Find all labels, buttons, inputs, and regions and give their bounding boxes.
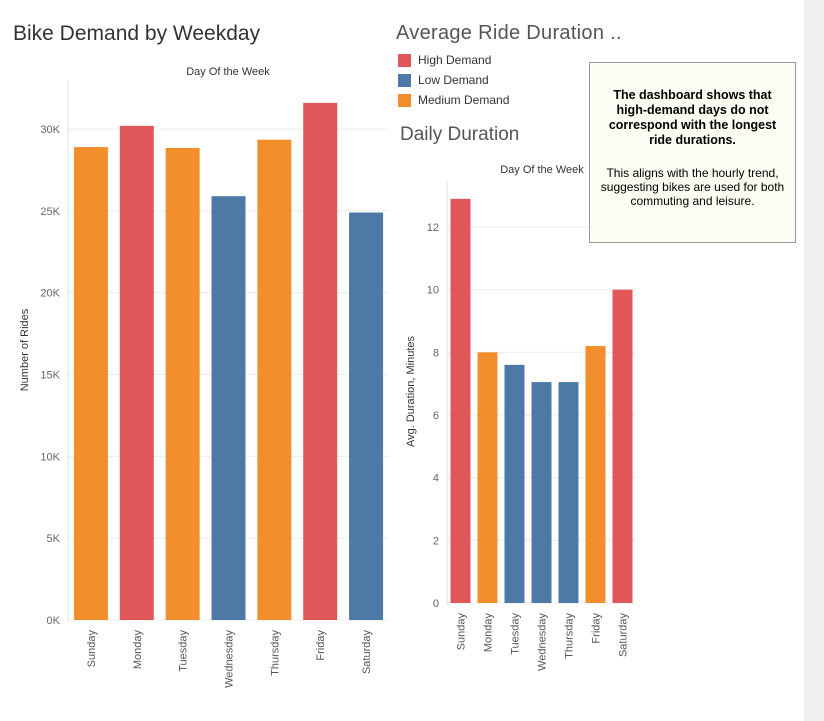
- duration-y-tick-label: 2: [433, 535, 439, 547]
- duration-bar-monday: [477, 352, 498, 603]
- right-gutter: [804, 0, 824, 721]
- duration-bar-sunday: [450, 198, 471, 604]
- duration-bar-friday: [585, 346, 606, 603]
- duration-y-tick-label: 8: [433, 347, 439, 359]
- duration-section-title: Average Ride Duration ..: [396, 22, 622, 44]
- duration-x-tick-label: Friday: [591, 613, 603, 644]
- demand-y-tick-label: 10K: [40, 451, 60, 463]
- legend-item-low[interactable]: Low Demand: [398, 70, 509, 90]
- duration-column-header: Day Of the Week: [500, 164, 584, 176]
- demand-chart-title: Bike Demand by Weekday: [13, 22, 261, 45]
- demand-y-tick-label: 5K: [47, 533, 61, 545]
- duration-y-tick-label: 10: [427, 285, 439, 297]
- demand-y-tick-label: 0K: [47, 615, 61, 627]
- demand-bar-tuesday: [165, 147, 200, 620]
- demand-x-tick-label: Sunday: [86, 630, 98, 668]
- demand-bar-wednesday: [211, 196, 246, 620]
- duration-bar-tuesday: [504, 364, 525, 603]
- duration-bar-saturday: [612, 289, 633, 603]
- insight-note-body: This aligns with the hourly trend, sugge…: [600, 166, 785, 208]
- demand-y-tick-label: 25K: [40, 206, 60, 218]
- duration-x-tick-label: Monday: [483, 613, 495, 653]
- duration-y-tick-label: 6: [433, 410, 439, 422]
- duration-y-tick-label: 4: [433, 473, 439, 485]
- duration-chart-title: Daily Duration: [400, 124, 520, 145]
- demand-bar-thursday: [257, 139, 292, 620]
- insight-note: The dashboard shows that high-demand day…: [589, 62, 796, 243]
- insight-note-headline: The dashboard shows that high-demand day…: [608, 88, 777, 147]
- demand-legend: High Demand Low Demand Medium Demand: [398, 50, 509, 110]
- demand-x-tick-label: Tuesday: [178, 630, 190, 672]
- demand-y-tick-label: 20K: [40, 288, 60, 300]
- duration-y-axis-label: Avg. Duration, Minutes: [405, 335, 417, 447]
- demand-y-axis-label: Number of Rides: [19, 308, 31, 391]
- demand-bar-monday: [119, 125, 154, 621]
- legend-item-medium[interactable]: Medium Demand: [398, 90, 509, 110]
- demand-x-tick-label: Friday: [315, 630, 327, 661]
- duration-bar-chart: 0 2 4 6 8 10 12 Avg. Duration, Minutes Day Of th…: [405, 164, 636, 671]
- legend-label: Low Demand: [418, 73, 489, 87]
- duration-x-tick-label: Thursday: [564, 613, 576, 659]
- duration-y-tick-label: 12: [427, 222, 439, 234]
- demand-x-tick-label: Thursday: [269, 630, 281, 676]
- demand-x-tick-label: Wednesday: [224, 630, 236, 688]
- legend-swatch-medium: [398, 93, 411, 107]
- demand-column-header: Day Of the Week: [186, 66, 270, 78]
- demand-x-tick-label: Monday: [132, 630, 144, 670]
- demand-y-tick-label: 30K: [40, 124, 60, 136]
- duration-x-tick-label: Tuesday: [510, 613, 522, 655]
- duration-bar-wednesday: [531, 382, 552, 603]
- legend-label: High Demand: [418, 53, 492, 67]
- duration-y-tick-label: 0: [433, 598, 439, 610]
- duration-x-tick-label: Saturday: [618, 613, 630, 658]
- demand-bar-chart: 0K 5K 10K 15K 20K 25K 30K Number of Rides Day Of…: [19, 66, 389, 688]
- demand-bar-saturday: [349, 212, 384, 620]
- legend-item-high[interactable]: High Demand: [398, 50, 509, 70]
- duration-x-tick-label: Sunday: [456, 613, 468, 651]
- legend-swatch-low: [398, 73, 411, 87]
- legend-swatch-high: [398, 53, 411, 67]
- duration-x-tick-label: Wednesday: [537, 613, 549, 671]
- duration-bar-thursday: [558, 382, 579, 603]
- demand-y-tick-label: 15K: [40, 370, 60, 382]
- demand-bar-sunday: [73, 147, 108, 620]
- demand-bar-friday: [303, 102, 338, 621]
- demand-x-tick-label: Saturday: [361, 630, 373, 675]
- legend-label: Medium Demand: [418, 93, 510, 107]
